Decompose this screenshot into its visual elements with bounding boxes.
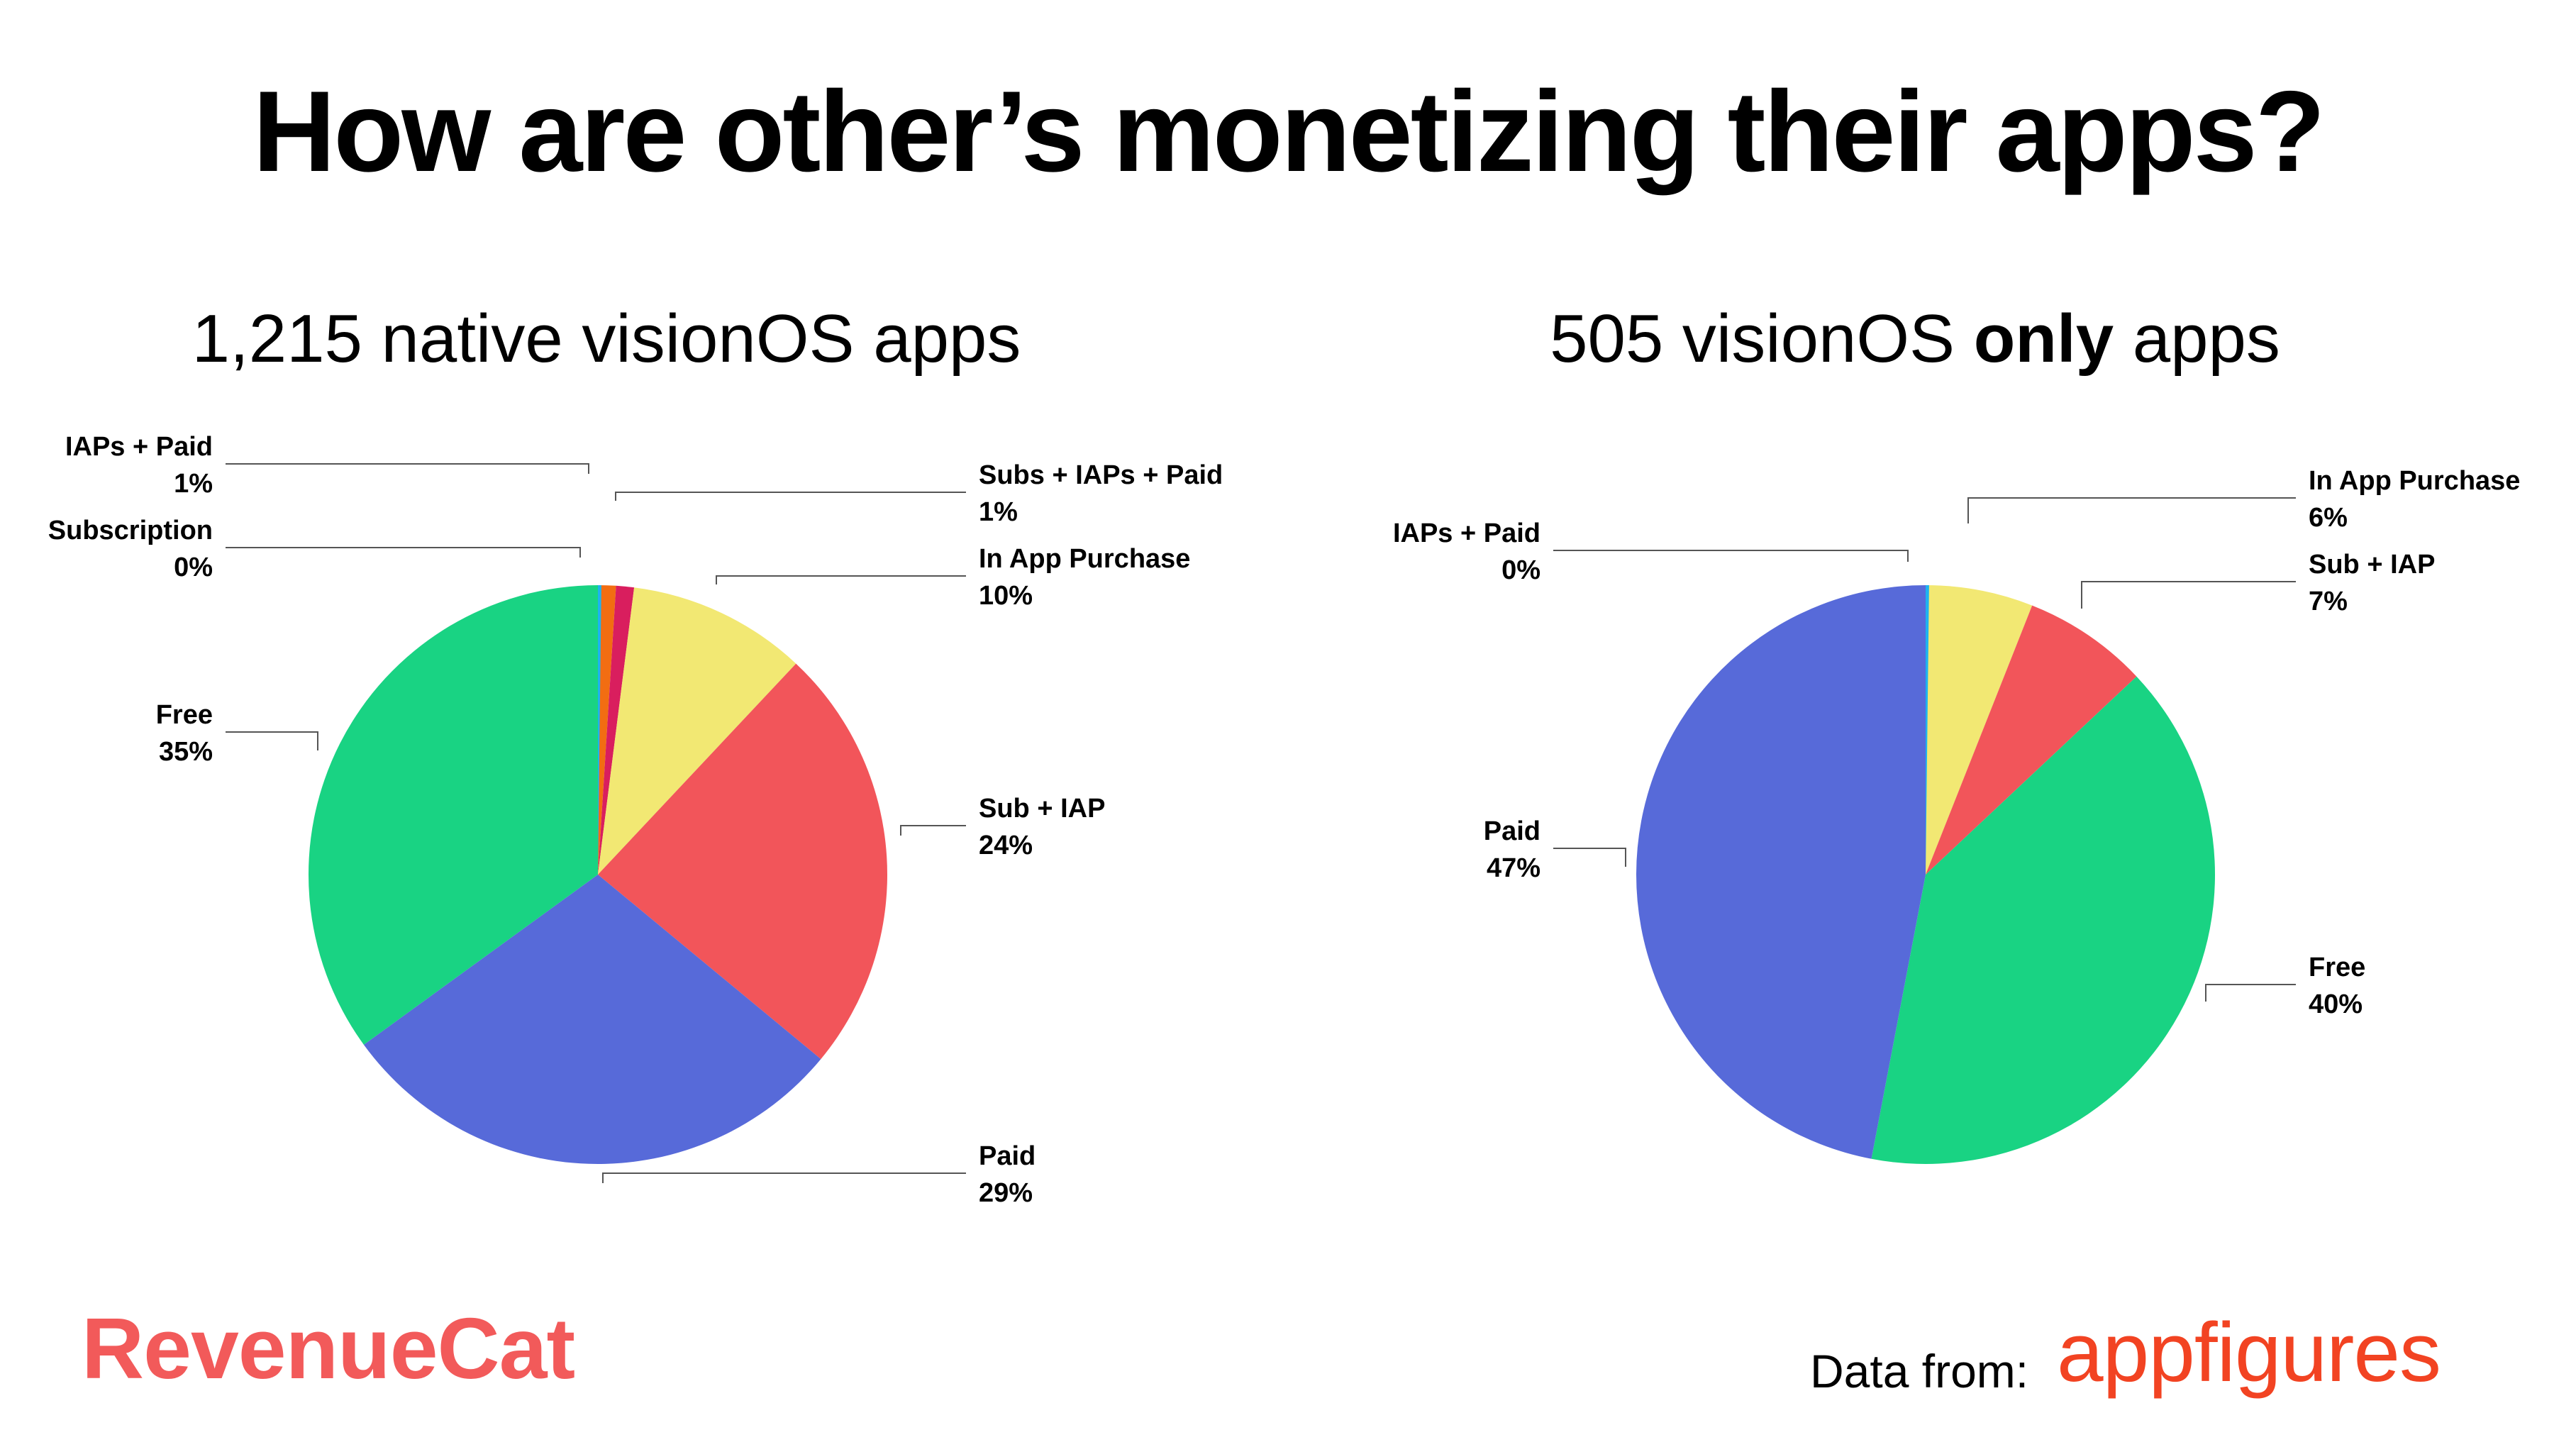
leader-line-iaps-paid — [226, 463, 589, 474]
pie-slice-sub-iap — [598, 663, 888, 1060]
appfigures-logo: appfigures — [2057, 1311, 2441, 1395]
leader-line-in-app-purchase — [716, 575, 966, 584]
pie-chart-2: In App Purchase 6% Sub + IAP 7% Free 40% Paid 4… — [1393, 466, 2520, 1164]
slice-value-paid: 29% — [979, 1178, 1033, 1208]
slice-label-subs-iaps-paid: Subs + IAPs + Paid — [979, 460, 1223, 490]
slice-label-iaps-paid: IAPs + Paid — [65, 432, 213, 462]
chart-2-title-bold: only — [1973, 301, 2114, 377]
leader-line-subscription — [226, 547, 581, 558]
slice-label-iaps-paid: IAPs + Paid — [1393, 519, 1540, 548]
leader-line-free — [226, 731, 318, 750]
pie-slice-sub-iap — [1926, 605, 2137, 875]
chart-2-title: 505 visionOS only apps — [1550, 305, 2280, 373]
slice-label-paid: Paid — [1484, 816, 1540, 846]
slice-value-free: 35% — [159, 737, 213, 767]
slice-value-in-app-purchase: 10% — [979, 581, 1033, 611]
slice-value-iaps-paid: 1% — [174, 469, 213, 499]
leader-line-paid — [602, 1172, 966, 1183]
slice-label-free: Free — [2309, 953, 2365, 982]
leader-line-sub-iap — [2081, 581, 2296, 609]
slice-label-subscription: Subscription — [48, 516, 213, 545]
slice-label-sub-iap: Sub + IAP — [979, 794, 1105, 824]
slice-label-free: Free — [156, 700, 213, 730]
pie-slice-paid — [1636, 585, 1926, 1159]
slice-label-paid: Paid — [979, 1141, 1036, 1171]
leader-line-free — [2205, 984, 2296, 1002]
pie-slice-subscription — [598, 585, 601, 875]
slice-label-sub-iap: Sub + IAP — [2309, 550, 2435, 580]
leader-line-subs-iaps-paid — [615, 492, 966, 501]
revenuecat-logo-text: RevenueCat — [82, 1300, 575, 1397]
leader-line-iaps-paid — [1553, 550, 1909, 562]
pie-slice-iaps-paid — [1926, 585, 1929, 875]
chart-2-title-pre: 505 visionOS — [1550, 301, 1974, 377]
pie-slice-paid — [363, 875, 821, 1165]
slice-label-in-app-purchase: In App Purchase — [979, 544, 1190, 574]
slice-value-sub-iap: 24% — [979, 831, 1033, 860]
pie-chart-1: IAPs + Paid 1% Subs + IAPs + Paid 1% In App … — [48, 432, 1223, 1208]
leader-line-paid — [1553, 848, 1626, 867]
data-from-label: Data from: — [1810, 1345, 2029, 1397]
pie-slice-iaps-paid — [598, 585, 616, 875]
slice-value-paid: 47% — [1487, 853, 1540, 883]
chart-2-title-post: apps — [2114, 301, 2280, 377]
pie-slice-free — [1871, 676, 2216, 1164]
leader-line-sub-iap — [900, 825, 966, 836]
chart-1-title-text: 1,215 native visionOS apps — [191, 301, 1021, 377]
slice-value-iaps-paid: 0% — [1501, 555, 1540, 585]
pie-slice-free — [308, 585, 598, 1045]
appfigures-logo-text: appfigures — [2057, 1306, 2441, 1399]
slice-value-sub-iap: 7% — [2309, 587, 2348, 616]
leader-line-in-app-purchase — [1967, 497, 2296, 523]
page-title: How are other’s monetizing their apps? — [252, 67, 2325, 196]
pie-slice-in-app-purchase — [598, 587, 796, 875]
slice-value-free: 40% — [2309, 989, 2363, 1019]
pie-slice-subs-iaps-paid — [598, 585, 635, 875]
pie-slice-in-app-purchase — [1926, 585, 2033, 875]
slice-value-subs-iaps-paid: 1% — [979, 497, 1018, 527]
revenuecat-logo: RevenueCat — [82, 1305, 575, 1392]
slice-value-subscription: 0% — [174, 553, 213, 582]
slice-label-in-app-purchase: In App Purchase — [2309, 466, 2520, 496]
chart-1-title: 1,215 native visionOS apps — [192, 305, 1021, 373]
slice-value-in-app-purchase: 6% — [2309, 503, 2348, 533]
